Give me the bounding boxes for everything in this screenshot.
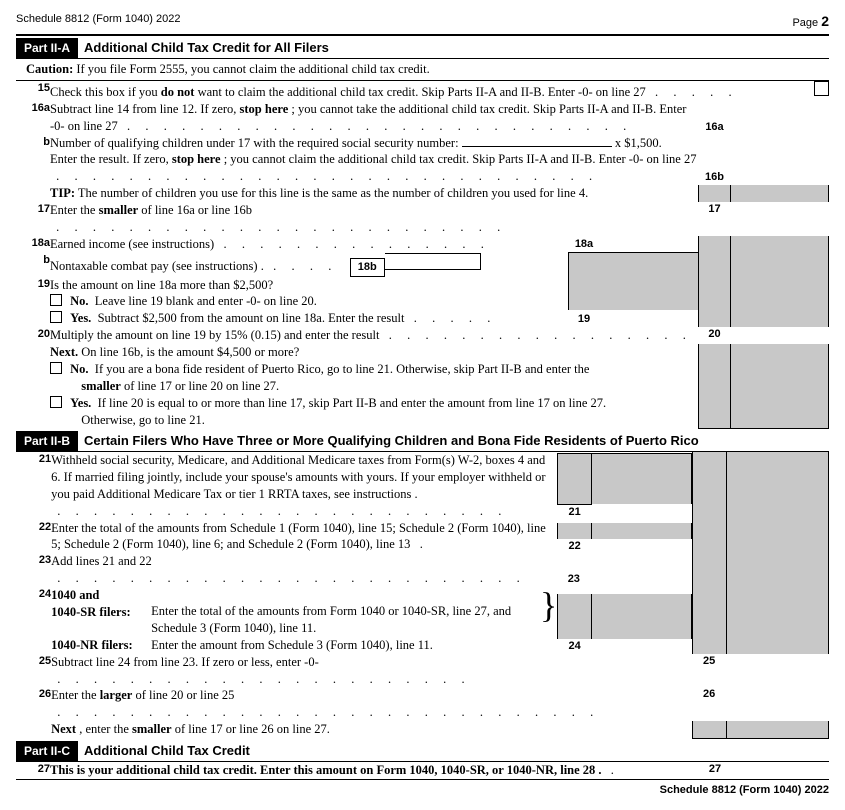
box-18b-label: 18b [350,258,385,277]
line-21-instr: Withheld social security, Medicare, and … [51,452,557,520]
box-21-label: 21 [558,504,592,519]
box-16a-label: 16a [699,101,731,135]
box-18a-value[interactable] [600,237,698,252]
line-15-checkbox[interactable] [814,81,829,96]
part-iia-label: Part II-A [16,38,78,58]
line-25-instr: Subtract line 24 from line 23. If zero o… [51,654,692,688]
line-19-yes-checkbox[interactable] [50,311,62,323]
box-22-label: 22 [558,539,592,554]
line-16a-num: 16a [16,101,50,135]
form-table-iib: 21 Withheld social security, Medicare, a… [16,452,829,739]
line-18a-num: 18a [16,236,50,253]
box-19-value[interactable] [600,312,698,327]
line-20-no: No. If you are a bona fide resident of P… [50,361,699,395]
box-21-value[interactable] [591,504,691,519]
line-15-instr: Check this box if you do not want to cla… [50,81,829,101]
box-24-value[interactable] [591,639,691,654]
part-iic-header: Part II-C Additional Child Tax Credit [16,741,829,762]
line-20-yes-checkbox[interactable] [50,396,62,408]
part-iic-label: Part II-C [16,741,78,761]
box-22-value[interactable] [591,539,691,554]
box-18a-label: 18a [568,237,600,252]
brace-icon: } [540,587,557,654]
line-27-num: 27 [16,762,50,779]
line-16a-instr: Subtract line 14 from line 12. If zero, … [50,101,699,135]
line-16b-blank[interactable] [462,135,612,147]
line-21-num: 21 [16,452,51,520]
line-19-yes: Yes. Subtract $2,500 from the amount on … [50,310,568,327]
line-22-instr: Enter the total of the amounts from Sche… [51,520,557,554]
line-20-instr: Multiply the amount on line 19 by 15% (0… [50,327,699,344]
line-20-no-checkbox[interactable] [50,362,62,374]
line-19-text: Is the amount on line 18a more than $2,5… [50,277,568,294]
box-26-value[interactable] [726,687,828,721]
page-header: Schedule 8812 (Form 1040) 2022 Page 2 [16,12,829,36]
line-24-instr: 1040 and1040-SR filers: Enter the total … [51,587,557,654]
box-16b-label: 16b [699,135,731,186]
box-17-value[interactable] [731,202,829,236]
page-footer: Schedule 8812 (Form 1040) 2022 [16,779,829,798]
line-22-num: 22 [16,520,51,554]
page-indicator: Page 2 [792,12,829,31]
form-code: Schedule 8812 (Form 1040) 2022 [16,12,181,31]
box-23-value[interactable] [590,572,691,587]
box-25-label: 25 [692,654,726,688]
line-26-next: Next , enter the smaller of line 17 or l… [51,721,692,738]
box-16b-value[interactable] [731,135,829,186]
line-16b-tip: TIP: The number of children you use for … [50,185,699,202]
box-23-label: 23 [557,572,590,587]
box-20-value[interactable] [731,327,829,344]
line-25-num: 25 [16,654,51,688]
box-26-label: 26 [692,687,726,721]
line-27-instr: This is your additional child tax credit… [50,762,699,779]
box-27-value[interactable] [731,762,829,779]
box-18b-value[interactable] [385,253,481,270]
line-20-num: 20 [16,327,50,344]
box-19-label: 19 [568,312,600,327]
line-16b-instr: Number of qualifying children under 17 w… [50,135,699,186]
box-24-label: 24 [558,639,592,654]
line-26-num: 26 [16,687,51,721]
line-17-num: 17 [16,202,50,236]
part-iic-title: Additional Child Tax Credit [78,742,250,760]
part-iib-label: Part II-B [16,431,78,451]
box-25-value[interactable] [726,654,828,688]
line-18a-instr: Earned income (see instructions) . . . .… [50,236,568,253]
line-20-next: Next. On line 16b, is the amount $4,500 … [50,344,699,361]
part-iia-header: Part II-A Additional Child Tax Credit fo… [16,38,829,59]
box-20-label: 20 [699,327,731,344]
line-19-num: 19 [16,277,50,294]
form-table: 15 Check this box if you do not want to … [16,81,829,429]
part-iib-title: Certain Filers Who Have Three or More Qu… [78,432,699,450]
caution-row: Caution: If you file Form 2555, you cann… [16,59,829,81]
line-15-num: 15 [16,81,50,101]
box-16a-value[interactable] [731,101,829,135]
line-16b-num: b [16,135,50,186]
line-19-no: No. Leave line 19 blank and enter -0- on… [50,293,568,310]
box-17-label: 17 [699,202,731,236]
form-table-iic: 27 This is your additional child tax cre… [16,762,829,779]
line-18b-num: b [16,253,50,277]
line-24-num: 24 [16,587,51,654]
line-23-instr: Add lines 21 and 22 . . . . . . . . . . … [51,553,557,587]
line-17-instr: Enter the smaller of line 16a or line 16… [50,202,699,236]
part-iia-title: Additional Child Tax Credit for All File… [78,39,329,57]
part-iib-header: Part II-B Certain Filers Who Have Three … [16,431,829,452]
line-19-no-checkbox[interactable] [50,294,62,306]
line-23-num: 23 [16,553,51,587]
line-26-instr: Enter the larger of line 20 or line 25 .… [51,687,692,721]
box-27-label: 27 [699,762,731,779]
line-18b-instr: Nontaxable combat pay (see instructions)… [50,253,568,277]
line-20-yes: Yes. If line 20 is equal to or more than… [50,395,699,429]
